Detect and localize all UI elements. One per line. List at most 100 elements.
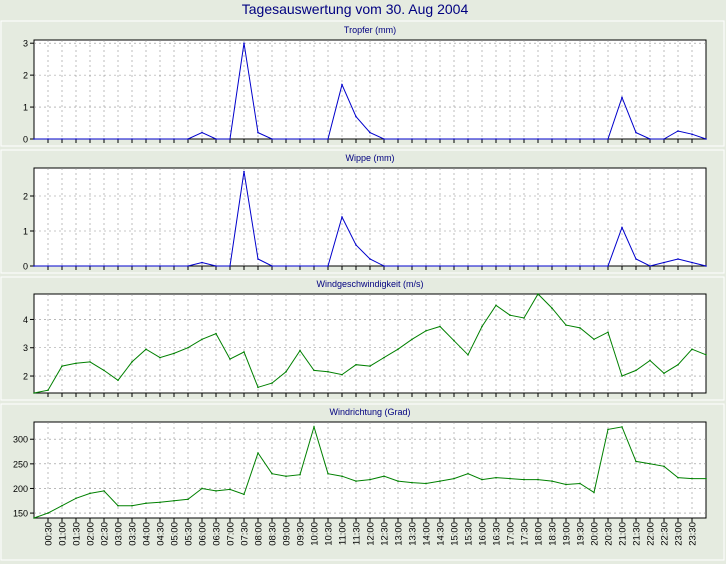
data-point: [397, 265, 399, 267]
chart-panel: Windrichtung (Grad) 150 200 250 300: [0, 403, 725, 561]
x-tick-label: 05:00: [170, 522, 181, 546]
data-point: [61, 138, 63, 140]
data-point: [47, 389, 49, 391]
data-point: [201, 338, 203, 341]
plot-area: [33, 293, 707, 394]
data-point: [523, 138, 525, 140]
data-point: [341, 83, 343, 86]
data-point: [271, 382, 273, 384]
data-point: [173, 499, 175, 502]
data-point: [355, 244, 357, 246]
data-point: [243, 42, 245, 44]
data-point: [663, 372, 665, 375]
panel-frame: [0, 276, 725, 401]
data-point: [397, 138, 399, 140]
x-tick-label: 13:30: [408, 522, 419, 546]
data-point: [299, 349, 301, 352]
data-point: [215, 265, 217, 267]
data-point: [411, 338, 413, 341]
data-point: [453, 138, 455, 140]
x-tick-label: 12:00: [366, 522, 377, 546]
data-point: [271, 472, 273, 475]
data-point: [229, 138, 231, 140]
data-point: [621, 96, 623, 99]
data-point: [579, 265, 581, 267]
data-point: [117, 379, 119, 382]
data-point: [243, 493, 245, 496]
data-point: [117, 138, 119, 140]
data-point: [103, 369, 105, 372]
data-point: [663, 261, 665, 264]
data-point: [467, 354, 469, 356]
data-point: [481, 478, 483, 481]
data-point: [271, 265, 273, 267]
data-point: [705, 477, 707, 480]
data-point: [299, 473, 301, 476]
data-point: [551, 307, 553, 309]
data-point: [677, 130, 679, 132]
data-point: [159, 356, 161, 359]
data-point: [47, 138, 49, 140]
data-point: [313, 426, 315, 428]
data-point: [103, 490, 105, 492]
x-tick-label: 02:30: [100, 522, 111, 546]
data-point: [131, 138, 133, 140]
x-tick-label: 02:00: [86, 522, 97, 546]
data-point: [103, 265, 105, 267]
data-point: [327, 265, 329, 267]
plot-area: [33, 39, 707, 140]
data-point: [453, 477, 455, 480]
data-point: [285, 138, 287, 140]
x-tick-label: 19:00: [562, 522, 573, 546]
data-point: [677, 476, 679, 479]
data-point: [187, 265, 189, 267]
data-point: [201, 261, 203, 264]
data-point: [103, 138, 105, 140]
data-point: [537, 138, 539, 140]
data-point: [159, 138, 161, 140]
x-tick-label: 09:00: [282, 522, 293, 546]
data-point: [691, 133, 693, 136]
data-point: [495, 265, 497, 267]
data-point: [439, 265, 441, 267]
data-point: [537, 265, 539, 267]
data-point: [327, 370, 329, 373]
x-tick-label: 11:30: [352, 522, 363, 545]
data-point: [649, 359, 651, 362]
x-tick-label: 21:30: [632, 522, 643, 546]
data-point: [313, 265, 315, 267]
data-point: [61, 504, 63, 507]
data-point: [75, 362, 77, 365]
data-point: [369, 365, 371, 367]
data-point: [47, 265, 49, 267]
y-tick-label: 3: [23, 343, 28, 353]
data-point: [89, 361, 91, 363]
data-point: [117, 504, 119, 507]
data-point: [565, 324, 567, 326]
x-tick-label: 03:00: [114, 522, 125, 546]
data-point: [607, 428, 609, 431]
x-tick-label: 21:00: [618, 522, 629, 546]
x-tick-label: 05:30: [184, 522, 195, 546]
data-point: [467, 265, 469, 267]
data-point: [33, 517, 35, 519]
data-point: [649, 463, 651, 465]
y-tick-label: 250: [13, 459, 28, 469]
data-point: [411, 265, 413, 267]
x-tick-label: 04:30: [156, 522, 167, 546]
x-tick-label: 09:30: [296, 522, 307, 546]
x-tick-label: 04:00: [142, 522, 153, 546]
data-point: [593, 265, 595, 267]
data-point: [495, 138, 497, 140]
chart-panel: Windgeschwindigkeit (m/s) 2 3 4: [0, 276, 725, 401]
data-point: [425, 138, 427, 140]
y-tick-label: 2: [23, 71, 28, 81]
data-point: [705, 138, 707, 140]
data-point: [271, 138, 273, 140]
data-point: [383, 356, 385, 359]
x-tick-label: 17:30: [520, 522, 531, 546]
data-point: [355, 115, 357, 118]
data-point: [481, 265, 483, 267]
